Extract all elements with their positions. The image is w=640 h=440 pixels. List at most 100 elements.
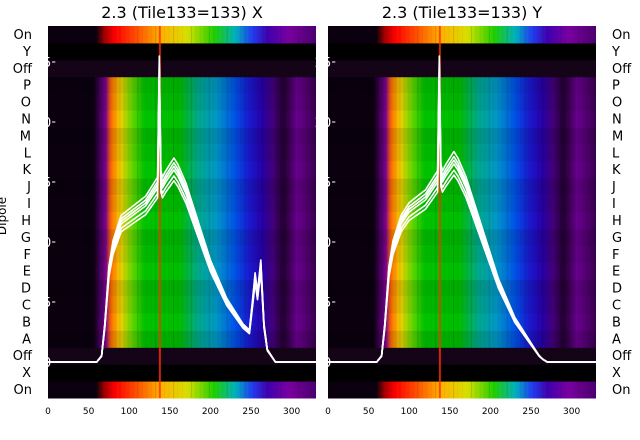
heatmap-row-d (48, 279, 316, 298)
heatmap-row-k (328, 161, 596, 179)
heatmap-column-stripe (426, 26, 428, 398)
heatmap-column-stripe (48, 26, 49, 398)
row-label-f: F (612, 248, 619, 263)
heatmap-row-shade (48, 76, 316, 94)
heatmap-row-shade (48, 93, 316, 111)
heatmap-column-stripe (119, 26, 121, 398)
chart-title: 2.3 (Tile133=133) Y (382, 3, 543, 22)
heatmap-column-stripe (61, 26, 63, 398)
heatmap-row-on (48, 26, 316, 44)
row-label-i: I (612, 197, 616, 212)
heatmap-column-stripe (363, 26, 365, 398)
heatmap-column-stripe (444, 26, 446, 398)
row-label-j: J (26, 180, 31, 195)
heatmap-row-shade (328, 93, 596, 111)
heatmap-row-on (328, 26, 596, 44)
heatmap-column-stripe (412, 26, 414, 398)
heatmap-column-stripe (377, 26, 379, 398)
heatmap-column-stripe (403, 26, 405, 398)
heatmap-row-y (328, 42, 596, 61)
heatmap-column-stripe (280, 26, 282, 398)
heatmap-row-d (328, 279, 596, 298)
heatmap-row-shade (328, 279, 596, 297)
heatmap-row-j (328, 178, 596, 196)
heatmap-column-stripe (524, 26, 526, 398)
row-label-a: A (612, 332, 621, 347)
heatmap-column-stripe (56, 26, 58, 398)
heatmap-row-shade (48, 279, 316, 297)
x-tick-label: 150 (161, 407, 178, 417)
heatmap-column-stripe (569, 26, 571, 398)
y-tick-label: 0 (323, 356, 331, 371)
y-tick-label: 15 (315, 176, 332, 191)
heatmap-column-stripe (341, 26, 343, 398)
heatmap-column-stripe (164, 26, 166, 398)
x-tick-label: 200 (202, 407, 219, 417)
row-label-c: C (22, 299, 31, 314)
heatmap-column-stripe (488, 26, 490, 398)
heatmap-column-stripe (244, 26, 246, 398)
heatmap-row-n (48, 110, 316, 128)
heatmap-row-h (48, 212, 316, 230)
row-label-o: O (21, 96, 31, 111)
heatmap-row-k (48, 161, 316, 179)
heatmap-column-stripe (417, 26, 419, 398)
heatmap-column-stripe (240, 26, 242, 398)
row-label-k: K (612, 163, 621, 178)
heatmap-column-stripe (587, 26, 589, 398)
heatmap-column-stripe (226, 26, 228, 398)
chart-title: 2.3 (Tile133=133) X (101, 3, 263, 22)
heatmap-column-stripe (453, 26, 455, 398)
heatmap-column-stripe (386, 26, 388, 398)
panel-1: 0 5 10 15 20 25 2.3 (Tile133=133) X 0 50 100 150 20… (0, 3, 316, 417)
x-tick-label: 100 (401, 407, 418, 417)
y-tick-label: 20 (315, 116, 332, 131)
heatmap-column-stripe (448, 26, 450, 398)
heatmap-column-stripe (92, 26, 94, 398)
heatmap-column-stripe (520, 26, 522, 398)
y-tick-label: 10 (315, 236, 332, 251)
row-label-off: Off (612, 349, 632, 364)
heatmap-column-stripe (97, 26, 99, 398)
row-label-d: D (21, 282, 31, 297)
heatmap-row-l (328, 144, 596, 162)
heatmap-column-stripe (368, 26, 370, 398)
heatmap-column-stripe (546, 26, 548, 398)
x-tick-label: 300 (563, 407, 580, 417)
heatmap-column-stripe (177, 26, 179, 398)
heatmap-column-stripe (110, 26, 112, 398)
heatmap-column-stripe (88, 26, 90, 398)
x-tick-label: 150 (441, 407, 458, 417)
heatmap-column-stripe (298, 26, 300, 398)
row-label-h: H (21, 214, 31, 229)
row-label-x: X (612, 366, 621, 381)
heatmap-column-stripe (115, 26, 116, 398)
row-label-n: N (21, 113, 31, 128)
heatmap-row-m (48, 127, 316, 145)
heatmap-column-stripe (101, 26, 103, 398)
heatmap-column-stripe (506, 26, 508, 398)
y-tick-label: 0 (43, 356, 51, 371)
heatmap-row-c (48, 296, 316, 314)
row-label-g: G (612, 231, 622, 246)
heatmap-column-stripe (578, 26, 580, 398)
heatmap-column-stripe (502, 26, 504, 398)
heatmap-column-stripe (493, 26, 495, 398)
heatmap-row-o (328, 93, 596, 112)
heatmap-row-m (328, 127, 596, 145)
row-label-x: X (22, 366, 31, 381)
heatmap-column-stripe (336, 26, 338, 398)
heatmap-column-stripe (275, 26, 277, 398)
y-axis-label: Dipole (0, 197, 9, 235)
heatmap-column-stripe (208, 26, 210, 398)
heatmap-row-shade (48, 195, 316, 212)
heatmap-row-shade (328, 195, 596, 212)
row-label-p: P (612, 79, 620, 94)
series-line-6 (48, 67, 316, 363)
heatmap-row-x (328, 364, 596, 382)
x-tick-label: 300 (283, 407, 300, 417)
x-tick-label: 200 (482, 407, 499, 417)
heatmap-spike-column (438, 26, 441, 398)
row-label-off: Off (13, 349, 33, 364)
heatmap-column-stripe (106, 26, 108, 398)
